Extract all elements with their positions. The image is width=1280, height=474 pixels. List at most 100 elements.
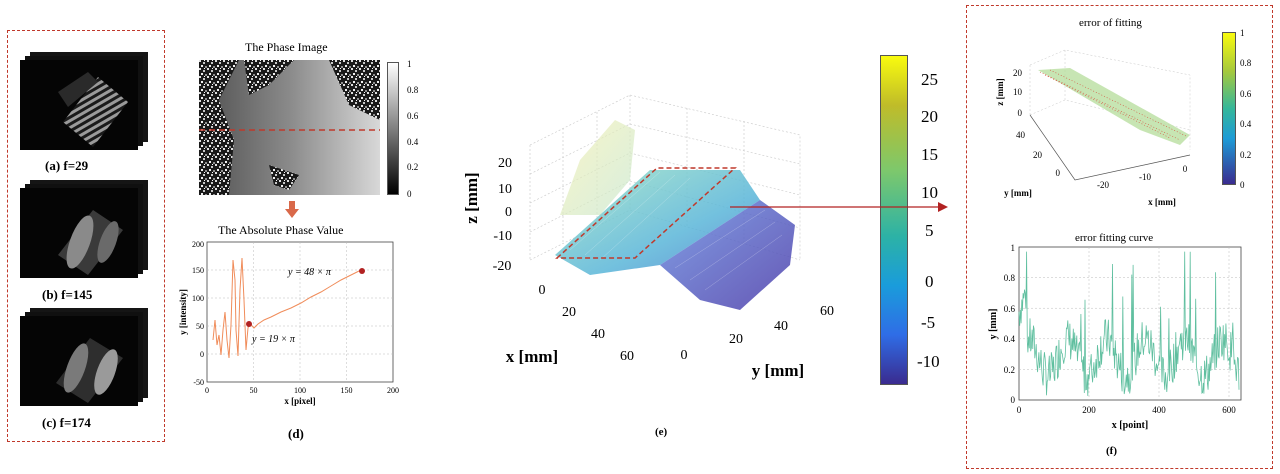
phase-colorbar	[387, 62, 399, 195]
e-cbar-tick: 10	[921, 183, 938, 202]
y-tick: 200	[192, 240, 204, 249]
f-x-label: x [mm]	[1148, 197, 1176, 207]
f-cbar-tick: 0.8	[1240, 58, 1252, 68]
fringe-stack-174	[18, 308, 153, 408]
phase-cbar-tick: 1	[407, 59, 412, 69]
caption-b: (b) f=145	[42, 287, 93, 302]
f-x-tick: -20	[1097, 180, 1109, 190]
z-tick: 0	[505, 205, 512, 220]
f-z-label: z [mm]	[995, 78, 1005, 105]
f-z-tick: 0	[1018, 108, 1023, 118]
e-cbar-tick: 0	[925, 272, 934, 291]
x-tick: -20	[493, 259, 512, 274]
fb-x-tick: 200	[1082, 405, 1096, 415]
z-tick: 10	[498, 182, 512, 197]
fb-x-tick: 0	[1017, 405, 1022, 415]
fb-y-tick: 0	[1011, 395, 1016, 405]
phase-cbar-tick: 0	[407, 189, 412, 199]
fb-y-tick: 1	[1011, 244, 1016, 253]
caption-d: (d)	[288, 426, 304, 441]
fb-y-tick: 0.4	[1004, 334, 1016, 344]
phase-cbar-tick: 0.4	[407, 137, 419, 147]
x-tick: 20	[562, 305, 576, 320]
caption-a: (a) f=29	[45, 158, 89, 173]
e-cbar-tick: 20	[921, 107, 938, 126]
y-tick: 150	[192, 266, 204, 275]
f-y-tick: 40	[1016, 130, 1026, 140]
fringe-stack-145	[18, 180, 153, 280]
x-axis-label: x [mm]	[506, 347, 558, 366]
caption-c: (c) f=174	[42, 415, 91, 430]
error-curve-plot: 1 0.8 0.6 0.4 0.2 0 0 200 400 600 x [poi…	[985, 243, 1247, 440]
annot-low: y = 19 × π	[251, 334, 296, 345]
fb-x-tick: 600	[1222, 405, 1236, 415]
x-tick: 200	[387, 386, 399, 395]
f-y-label: y [mm]	[1004, 188, 1032, 198]
parula-colorbar	[880, 55, 908, 385]
e-cbar-tick: 5	[925, 221, 934, 240]
y-tick: 100	[192, 294, 204, 303]
f-cbar-tick: 1	[1240, 28, 1245, 38]
absolute-phase-plot: y = 48 × π y = 19 × π 200 150 100 50 0 -…	[176, 240, 406, 412]
y-axis-label: y [mm]	[752, 361, 804, 380]
y-tick: 40	[774, 319, 788, 334]
caption-f: (f)	[1106, 445, 1117, 457]
f-cbar-tick: 0	[1240, 180, 1245, 190]
z-tick: 20	[498, 156, 512, 171]
y-tick: 50	[196, 322, 204, 331]
fb-x-tick: 400	[1152, 405, 1166, 415]
x-axis-label: x [pixel]	[284, 396, 315, 406]
error-fitting-title: error of fitting	[1079, 17, 1142, 29]
y-tick: 0	[200, 350, 204, 359]
f-y-tick: 0	[1056, 168, 1061, 178]
panel-f-frame	[966, 5, 1273, 469]
error-curve-line	[1018, 251, 1240, 396]
f-z-tick: 10	[1013, 87, 1023, 97]
y-tick: 20	[729, 332, 743, 347]
f-y-tick: 20	[1033, 150, 1043, 160]
e-cbar-tick: 15	[921, 145, 938, 164]
phase-cbar-tick: 0.6	[407, 111, 419, 121]
error-fitting-3d: 20 10 0 z [mm] 40 20 0 y [mm] -20 -10 0 …	[990, 30, 1210, 210]
panel-a-frame	[7, 30, 165, 442]
f-colorbar	[1222, 32, 1236, 185]
x-tick: 50	[250, 386, 258, 395]
x-tick: 40	[591, 327, 605, 342]
error-curve-title: error fitting curve	[1075, 232, 1154, 244]
y-tick: 60	[820, 304, 834, 319]
x-tick: 60	[620, 349, 634, 364]
f-x-tick: -10	[1139, 172, 1151, 182]
surface-3d-plot: 20 10 0 -10 -20 0 20 40 60 0 20 40 60 z …	[460, 50, 850, 390]
caption-e: (e)	[655, 426, 668, 438]
x-tick: 0	[539, 283, 546, 298]
f-z-tick: 20	[1013, 68, 1023, 78]
f-x-tick: 0	[1183, 164, 1188, 174]
down-arrow	[285, 201, 299, 224]
phase-cbar-tick: 0.8	[407, 85, 419, 95]
f-cbar-tick: 0.2	[1240, 150, 1252, 160]
f-cbar-tick: 0.4	[1240, 119, 1252, 129]
z-axis-label: z [mm]	[462, 172, 481, 223]
y-tick: 0	[681, 348, 688, 363]
phase-image-title: The Phase Image	[245, 40, 328, 54]
x-tick: 100	[294, 386, 306, 395]
e-cbar-tick: -10	[917, 352, 940, 371]
z-tick: -10	[493, 229, 512, 244]
f-cbar-tick: 0.6	[1240, 89, 1252, 99]
x-tick: 0	[205, 386, 209, 395]
fb-y-tick: 0.2	[1004, 365, 1015, 375]
y-tick: -50	[193, 378, 204, 387]
annot-high: y = 48 × π	[287, 267, 332, 278]
y-axis-label: y [intensity]	[178, 289, 188, 335]
fb-y-tick: 0.6	[1004, 304, 1016, 314]
fb-y-label: y [mm]	[988, 309, 999, 340]
fringe-stack-29	[18, 52, 153, 152]
fb-y-tick: 0.8	[1004, 273, 1016, 283]
fb-x-label: x [point]	[1112, 420, 1148, 431]
x-tick: 150	[341, 386, 353, 395]
e-cbar-tick: 25	[921, 70, 938, 89]
link-arrow	[730, 200, 950, 219]
phase-cbar-tick: 0.2	[407, 162, 419, 172]
e-cbar-tick: -5	[921, 313, 936, 332]
absolute-phase-title: The Absolute Phase Value	[218, 223, 344, 237]
